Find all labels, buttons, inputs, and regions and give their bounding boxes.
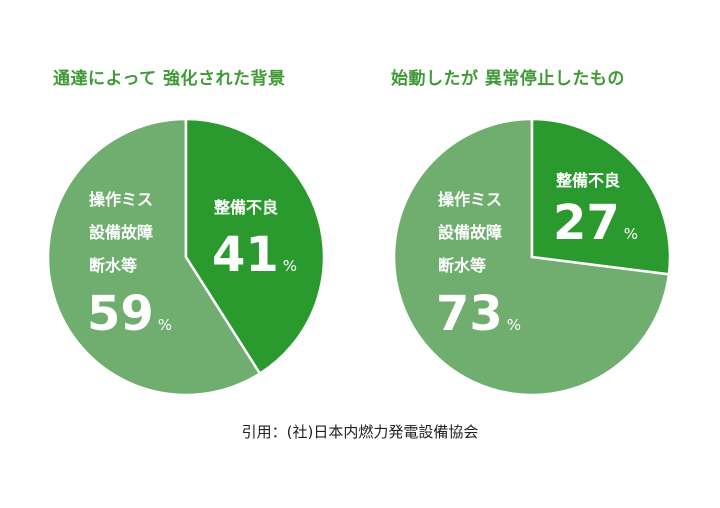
slice-other-left <box>46 117 262 397</box>
slice-value-other-right: 73% <box>436 286 521 342</box>
slice-label-maintenance-right: 整備不良 <box>555 171 620 190</box>
slice-label-other-line2-left: 設備故障 <box>89 223 153 242</box>
chart-title-right: 始動したが 異常停止したもの <box>391 69 625 89</box>
slice-label-other-line1-right: 操作ミス <box>438 190 502 209</box>
slice-label-other-line3-right: 断水等 <box>438 256 486 275</box>
pie-chart-right: 整備不良 27% 操作ミス 設備故障 断水等 73% <box>392 117 672 397</box>
source-citation: 引用：(社)日本内燃力発電設備協会 <box>241 423 479 441</box>
slice-label-maintenance-left: 整備不良 <box>213 198 278 217</box>
slice-maintenance-right <box>530 117 672 276</box>
slice-value-maintenance-right: 27% <box>553 195 638 251</box>
slice-label-other-line1-left: 操作ミス <box>89 190 153 209</box>
slice-value-maintenance-left: 41% <box>212 227 297 283</box>
slice-label-other-line3-left: 断水等 <box>89 256 137 275</box>
chart-title-left: 通達によって 強化された背景 <box>53 69 286 89</box>
slice-value-other-left: 59% <box>87 286 172 342</box>
pie-chart-left: 整備不良 41% 操作ミス 設備故障 断水等 59% <box>46 117 326 397</box>
slice-maintenance-left <box>184 117 326 376</box>
slice-label-other-line2-right: 設備故障 <box>438 223 502 242</box>
